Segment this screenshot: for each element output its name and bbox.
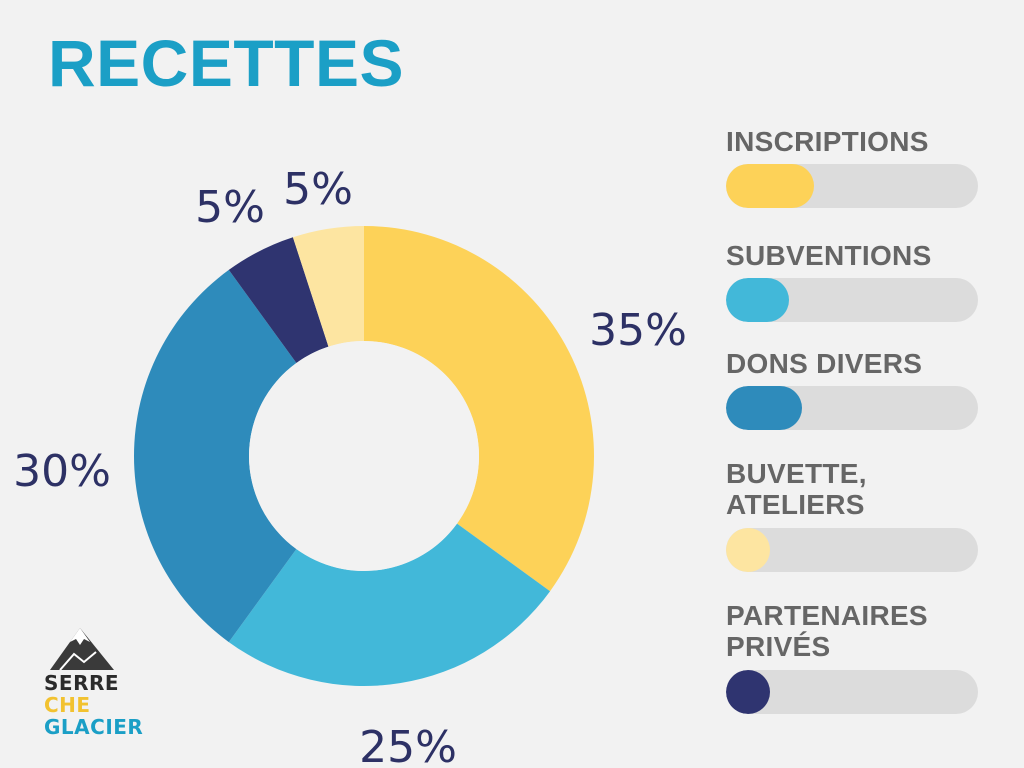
logo: SERRE CHE GLACIER [44, 626, 174, 746]
legend-bar-track [726, 670, 978, 714]
donut-slice-3 [133, 269, 297, 643]
legend-label: DONS DIVERS [726, 348, 923, 379]
legend-item-3: DONS DIVERS [726, 348, 980, 430]
legend-bar-fill [726, 164, 814, 208]
legend-bar-track [726, 386, 978, 430]
page-title: RECETTES [48, 26, 405, 100]
legend-item-1: INSCRIPTIONS [726, 126, 980, 208]
logo-text-line-1: SERRE [44, 671, 120, 695]
slice-label-4: 5% [195, 182, 265, 233]
donut-slice-5 [292, 226, 364, 347]
donut-slice-1 [364, 226, 594, 592]
legend-bar-fill [726, 278, 789, 322]
mountain-icon [50, 628, 114, 670]
legend-label: PARTENAIRES PRIVÉS [726, 600, 928, 662]
legend-bar-track [726, 278, 978, 322]
legend-item-4: BUVETTE, ATELIERS [726, 458, 980, 572]
slice-label-3: 30% [13, 446, 111, 497]
donut-chart: 35% 25% 30% 5% 5% [13, 164, 687, 768]
legend-item-5: PARTENAIRES PRIVÉS [726, 600, 980, 714]
legend-bar-fill [726, 528, 770, 572]
donut-hole [249, 341, 479, 571]
legend-item-2: SUBVENTIONS [726, 240, 980, 322]
logo-text-line-2: CHE [44, 693, 91, 717]
legend-label: SUBVENTIONS [726, 240, 932, 271]
slice-label-1: 35% [589, 305, 687, 356]
donut-slice-2 [228, 523, 551, 686]
donut-slice-4 [228, 237, 329, 363]
slice-label-2: 25% [359, 722, 457, 768]
legend-bar-fill [726, 386, 802, 430]
legend: INSCRIPTIONS SUBVENTIONS DONS DIVERS BUVETT… [726, 0, 986, 768]
legend-label: INSCRIPTIONS [726, 126, 929, 157]
logo-text-line-3: GLACIER [44, 715, 144, 739]
legend-label: BUVETTE, ATELIERS [726, 458, 867, 520]
slice-label-5: 5% [283, 164, 353, 215]
legend-bar-track [726, 528, 978, 572]
legend-bar-track [726, 164, 978, 208]
legend-bar-fill [726, 670, 770, 714]
